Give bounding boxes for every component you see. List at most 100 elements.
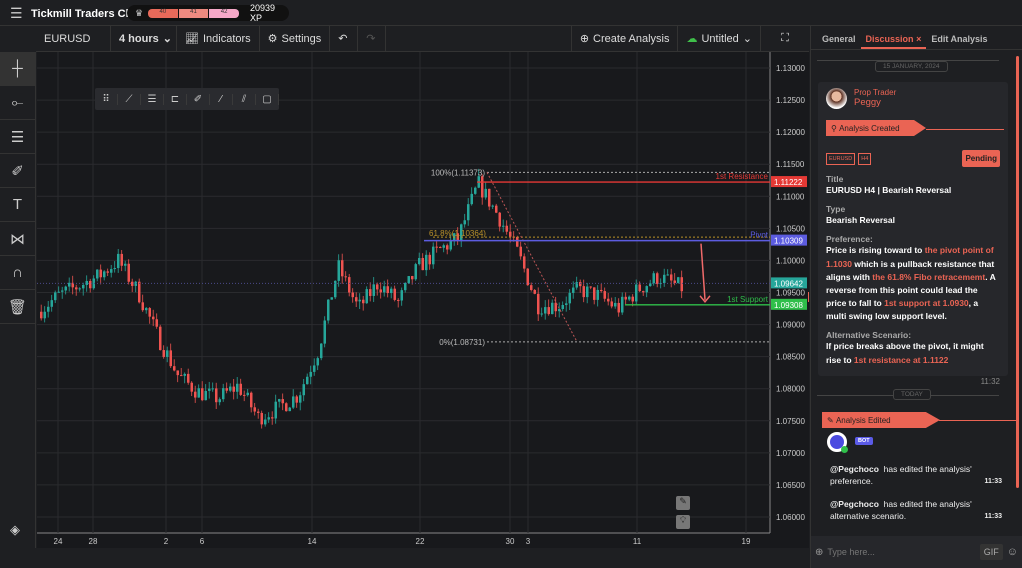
avatar <box>826 88 847 109</box>
candle-body <box>435 246 438 248</box>
candle-body <box>131 281 134 286</box>
y-tick-label: 1.07500 <box>776 417 805 426</box>
candle-body <box>162 350 165 357</box>
x-tick-label: 30 <box>506 537 515 546</box>
layers-icon[interactable]: ◈ <box>10 522 20 537</box>
candle-body <box>474 187 477 194</box>
chart-canvas[interactable]: 1.13000 1.12500 1.12000 1.11500 1.11000 1.105… <box>37 52 810 548</box>
candle-body <box>432 246 435 265</box>
close-icon[interactable]: × <box>916 34 922 44</box>
settings-label: Settings <box>281 32 322 45</box>
extended-line-icon[interactable]: ⫽ <box>233 93 256 105</box>
price-chart[interactable]: 1.13000 1.12500 1.12000 1.11500 1.11000 1.105… <box>37 52 810 548</box>
brush-icon[interactable]: ✐ <box>187 93 210 105</box>
fib-channel-icon[interactable]: ⊏ <box>164 93 187 105</box>
xp-bar: ♛ 40 41 42 20939 XP <box>127 3 289 23</box>
candle-body <box>309 371 312 377</box>
pencil-icon[interactable]: ✎ <box>676 496 690 510</box>
candle-body <box>659 283 662 285</box>
fib-level-label: 61.8%(1.10364) <box>429 229 486 238</box>
menu-icon[interactable]: ☰ <box>10 5 23 21</box>
candle-body <box>68 282 71 287</box>
parallel-channel-icon[interactable]: ☰ <box>141 93 164 105</box>
message-text: has edited the analysis' alternative sce… <box>830 498 972 521</box>
mention[interactable]: @Pegchoco <box>830 464 879 474</box>
save-status-button[interactable]: ☁ Untitled ⌄ <box>678 26 761 51</box>
candle-body <box>463 220 466 225</box>
title-label: Title <box>826 174 844 184</box>
text-icon: T <box>12 196 23 213</box>
settings-button[interactable]: ⚙ Settings <box>260 26 331 51</box>
candle-body <box>204 390 207 401</box>
candle-body <box>187 373 190 383</box>
y-tick-label: 1.11500 <box>776 160 805 169</box>
fullscreen-icon: ⛶ <box>781 32 789 44</box>
lightbulb-icon[interactable]: 💡︎ <box>676 515 690 529</box>
price-tag-value: 1.10309 <box>774 237 803 246</box>
message-input[interactable] <box>827 547 976 557</box>
candle-body <box>148 308 151 317</box>
candle-body <box>348 277 351 293</box>
interval-select[interactable]: 4 hours ⌄ <box>111 26 177 51</box>
tool-line[interactable]: ⟜ <box>0 86 35 120</box>
candle-body <box>523 256 526 269</box>
candle-body <box>589 286 592 288</box>
tab-edit-analysis[interactable]: Edit Analysis <box>931 34 988 44</box>
undo-icon: ↶ <box>338 33 348 45</box>
fullscreen-button[interactable]: ⛶ <box>761 26 809 51</box>
candle-body <box>593 287 596 300</box>
gif-button[interactable]: GIF <box>979 544 1003 560</box>
y-tick-label: 1.10500 <box>776 224 805 233</box>
candle-body <box>246 392 249 396</box>
tool-pattern[interactable]: ⋈ <box>0 222 35 256</box>
create-analysis-button[interactable]: ⊕ Create Analysis <box>572 26 679 51</box>
author-name[interactable]: Peggy <box>854 97 881 108</box>
tool-text[interactable]: T <box>0 188 35 222</box>
plus-circle-icon: ⊕ <box>579 33 590 45</box>
candle-body <box>582 286 585 298</box>
candle-body <box>390 288 393 294</box>
tool-crosshair[interactable]: ┼ <box>0 52 35 86</box>
candle-body <box>365 289 368 304</box>
create-analysis-label: Create Analysis <box>593 32 670 45</box>
indicators-button[interactable]: 📈︎ Indicators <box>177 26 260 51</box>
candle-body <box>656 273 659 284</box>
analysis-edited-banner: ✎ Analysis Edited <box>822 412 940 428</box>
message-text: has edited the analysis' preference. <box>830 464 972 487</box>
tab-general[interactable]: General <box>822 34 856 44</box>
divider <box>817 60 999 61</box>
tool-magnet[interactable]: ∩ <box>0 256 35 290</box>
candle-body <box>386 286 389 294</box>
redo-button[interactable]: ↷ <box>358 26 387 51</box>
candle-body <box>138 281 141 303</box>
candle-body <box>481 176 484 198</box>
analysis-panel: General Discussion × Edit Analysis 15 JA… <box>810 26 1022 568</box>
rectangle-icon[interactable]: ▢ <box>256 93 279 105</box>
tool-trash[interactable]: 🗑︎ <box>0 290 35 324</box>
candle-body <box>43 311 46 319</box>
current-price-tag <box>771 277 807 289</box>
candle-body <box>78 288 81 290</box>
tool-brush[interactable]: ✐ <box>0 154 35 188</box>
candle-body <box>96 269 99 279</box>
message-list: @Pegchoco has edited the analysis' prefe… <box>830 463 1002 532</box>
symbol-button[interactable]: EURUSD <box>36 26 111 51</box>
cloud-check-icon: ☁ <box>686 33 698 45</box>
scrollbar[interactable] <box>1016 56 1019 488</box>
y-tick-label: 1.08500 <box>776 353 805 362</box>
mention[interactable]: @Pegchoco <box>830 498 879 509</box>
ray-icon[interactable]: ⁄ <box>210 93 233 105</box>
candle-body <box>267 417 270 420</box>
undo-button[interactable]: ↶ <box>330 26 359 51</box>
emoji-icon[interactable]: ☺ <box>1006 546 1018 558</box>
interval-label: 4 hours <box>119 32 159 45</box>
candle-body <box>446 245 449 250</box>
tool-fib[interactable]: ☰ <box>0 120 35 154</box>
candle-body <box>488 188 491 207</box>
plus-circle-icon[interactable]: ⊕ <box>815 546 824 558</box>
type-label: Type <box>826 204 846 215</box>
tab-discussion[interactable]: Discussion × <box>860 26 927 49</box>
drag-handle-icon[interactable]: ⠿ <box>95 93 118 105</box>
y-tick-label: 1.06000 <box>776 513 805 522</box>
trend-line-icon[interactable]: ⟋ <box>118 93 141 105</box>
